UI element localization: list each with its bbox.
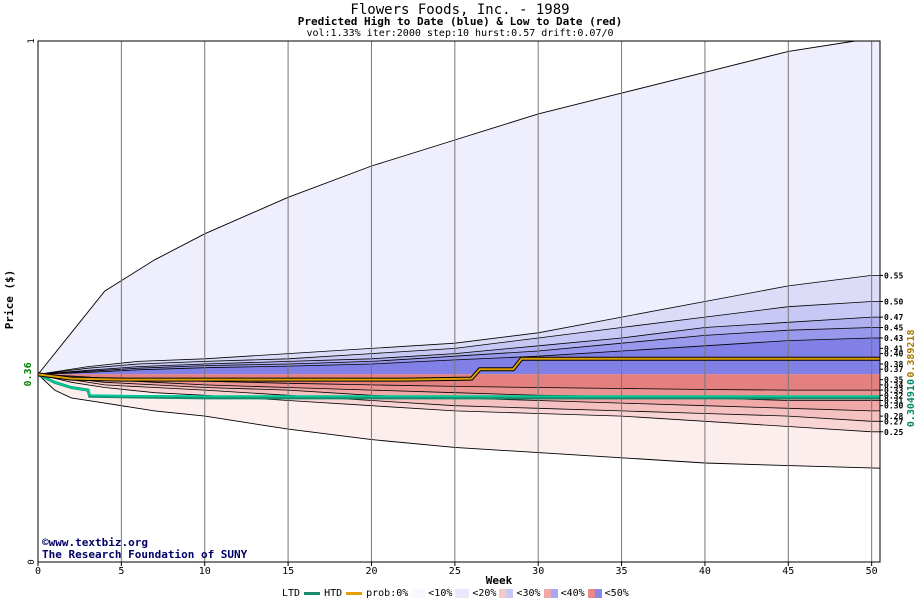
right-label-6: 0.40 [884,350,903,359]
x-tick-label-7: 35 [616,566,628,577]
series-prob [37,357,880,381]
right-label-4: 0.43 [884,334,903,343]
legend-band-4: <50% [604,587,629,599]
x-tick-label-8: 40 [699,566,711,577]
right-label-8: 0.37 [884,365,903,374]
x-tick-label-3: 15 [282,566,294,577]
high-envelope-line [37,40,880,375]
credit-site: ©www.textbiz.org [42,536,148,549]
legend-htd-swatch [346,591,363,595]
red-band-outline-1 [37,374,880,422]
blue-band-4 [38,338,880,375]
chart-title: Flowers Foods, Inc. - 1989 [350,2,570,18]
red-band-outline-0 [37,374,880,433]
x-tick-label-6: 30 [532,566,544,577]
legend-prob-label: prob:0% [366,587,409,599]
chart-params: vol:1.33% iter:2000 step:10 hurst:0.57 d… [306,28,614,39]
legend-band-2: <30% [516,587,541,599]
right-label-1: 0.50 [884,298,903,307]
y-tick-label-1: 1 [27,38,37,43]
right-label-3: 0.45 [884,324,903,333]
side-label-low: 0.304910 [906,379,917,427]
right-label-15: 0.28 [884,412,903,421]
x-tick-label-10: 50 [866,566,878,577]
y-axis-label: Price ($) [3,270,16,330]
chart-subtitle: Predicted High to Date (blue) & Low to D… [297,15,623,28]
right-label-2: 0.47 [884,313,903,322]
legend-ltd-swatch [304,591,321,595]
series-htd [37,373,880,398]
right-label-10: 0.34 [884,381,903,390]
x-tick-label-1: 5 [118,566,124,577]
credit-org: The Research Foundation of SUNY [42,548,248,561]
right-label-16: 0.27 [884,417,903,426]
x-tick-label-2: 10 [199,566,211,577]
legend-band-swatch-2 [499,588,514,598]
x-tick-label-0: 0 [35,566,41,577]
right-label-5: 0.41 [884,344,903,353]
x-tick-label-9: 45 [782,566,794,577]
legend: LTD HTD prob:0% <10% <20% <30% <40% <50% [282,587,629,599]
legend-band-swatch-3 [543,588,558,598]
x-tick-label-5: 25 [449,566,461,577]
start-price-label: 0.36 [23,362,34,386]
side-label-high: 0.389218 [906,330,917,378]
y-tick-label-0: 0 [27,559,37,564]
x-tick-label-4: 20 [365,566,377,577]
high-envelope-fill [38,41,880,375]
legend-ltd-label: LTD [282,587,301,599]
right-label-12: 0.32 [884,391,903,400]
right-label-13: 0.31 [884,396,903,405]
legend-band-3: <40% [560,587,585,599]
legend-band-swatch-0 [411,588,426,598]
right-label-17: 0.25 [884,428,903,437]
right-label-14: 0.30 [884,402,903,411]
legend-band-swatch-1 [455,588,470,598]
right-label-7: 0.38 [884,360,903,369]
legend-htd-label: HTD [324,587,343,599]
legend-band-0: <10% [428,587,453,599]
x-axis-label: Week [486,574,513,587]
right-label-0: 0.55 [884,271,903,280]
legend-band-1: <20% [472,587,497,599]
right-label-9: 0.35 [884,376,903,385]
low-envelope-line [37,374,881,469]
legend-band-swatch-4 [587,588,602,598]
right-label-11: 0.33 [884,386,903,395]
